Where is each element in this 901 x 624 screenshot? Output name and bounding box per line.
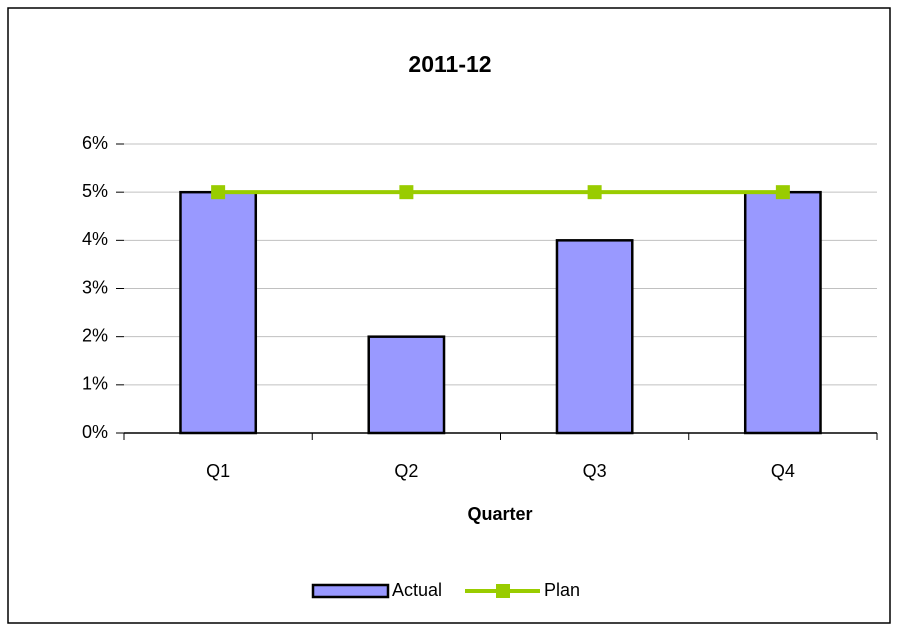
line-marker bbox=[587, 185, 602, 200]
legend-label: Actual bbox=[392, 580, 442, 600]
y-tick-label: 4% bbox=[82, 229, 108, 249]
x-tick-label: Q3 bbox=[583, 461, 607, 481]
bar bbox=[367, 335, 446, 435]
legend-swatch bbox=[496, 584, 510, 598]
x-tick-label: Q2 bbox=[394, 461, 418, 481]
line-marker bbox=[775, 185, 790, 200]
chart-title: 2011-12 bbox=[408, 51, 491, 77]
y-tick-label: 1% bbox=[82, 374, 108, 394]
bar bbox=[743, 190, 822, 435]
x-tick-label: Q1 bbox=[206, 461, 230, 481]
line-marker bbox=[399, 185, 414, 200]
y-tick-label: 3% bbox=[82, 277, 108, 297]
bar bbox=[555, 239, 634, 435]
y-tick-label: 0% bbox=[82, 422, 108, 442]
bar bbox=[179, 190, 258, 435]
legend-label: Plan bbox=[544, 580, 580, 600]
y-tick-label: 6% bbox=[82, 133, 108, 153]
line-marker bbox=[211, 185, 226, 200]
x-axis-label: Quarter bbox=[467, 504, 532, 524]
legend-swatch bbox=[311, 583, 390, 599]
y-tick-label: 2% bbox=[82, 325, 108, 345]
x-tick-label: Q4 bbox=[771, 461, 795, 481]
y-tick-label: 5% bbox=[82, 181, 108, 201]
chart-frame bbox=[7, 7, 891, 624]
